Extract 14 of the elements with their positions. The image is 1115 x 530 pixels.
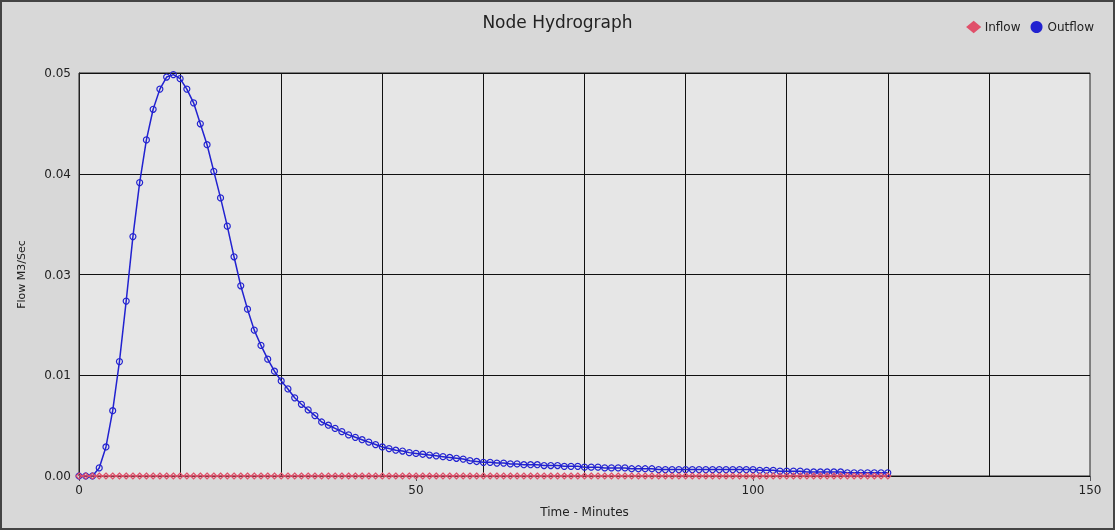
x-tick-label: 0 <box>75 483 83 497</box>
y-tick-label: 0.00 <box>44 469 71 483</box>
x-tick-label: 100 <box>741 483 765 497</box>
x-axis-title: Time - Minutes <box>539 505 629 519</box>
x-tick-label: 50 <box>408 483 424 497</box>
legend-label: Inflow <box>984 20 1021 34</box>
y-tick-label: 0.03 <box>44 267 71 282</box>
y-tick-label: 0.04 <box>44 166 71 181</box>
chart-title: Node Hydrograph <box>482 11 633 32</box>
y-axis-title: Flow M3/Sec <box>15 240 28 309</box>
y-tick-label: 0.05 <box>44 66 71 80</box>
y-tick-label: 0.01 <box>44 368 71 383</box>
legend-label: Outflow <box>1047 20 1095 34</box>
x-tick-label: 150 <box>1078 483 1102 497</box>
